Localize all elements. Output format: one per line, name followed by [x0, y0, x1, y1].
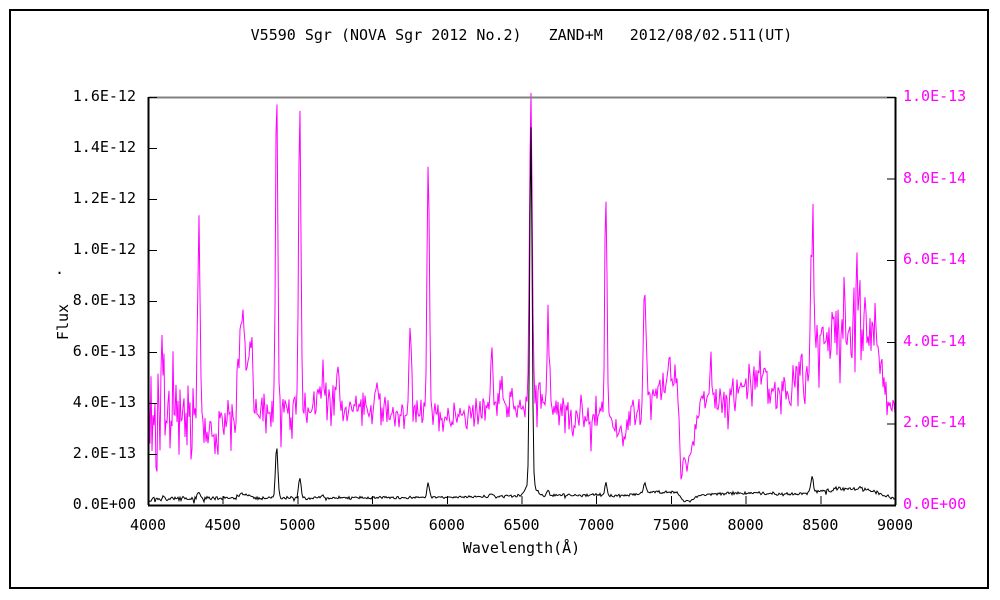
left-axis-tick-label: 1.2E-12 [72, 189, 136, 207]
x-axis-tick-label: 8500 [802, 516, 839, 534]
x-axis-tick-label: 7000 [578, 516, 615, 534]
right-axis-tick-label: 1.0E-13 [903, 87, 967, 105]
left-axis-tick-label: 2.0E-13 [72, 444, 136, 462]
y-axis-title: Flux [54, 303, 72, 341]
y-axis-title-dot: . [55, 260, 65, 278]
left-axis-tick-label: 1.0E-12 [72, 240, 136, 258]
left-axis-tick-label: 1.4E-12 [72, 138, 136, 156]
x-axis-tick-label: 9000 [876, 516, 914, 534]
right-axis-tick-label: 6.0E-14 [903, 250, 967, 269]
chart-title: V5590 Sgr (NOVA Sgr 2012 No.2) ZAND+M 20… [148, 26, 895, 44]
chart-title-object: V5590 Sgr (NOVA Sgr 2012 No.2) [250, 26, 522, 44]
right-axis-tick-label: 2.0E-14 [903, 413, 967, 432]
chart-title-instrument: ZAND+M [548, 26, 603, 44]
x-axis-title: Wavelength(Å) [462, 539, 581, 557]
x-axis-tick-label: 5500 [354, 516, 391, 534]
chart-title-date: 2012/08/02.511(UT) [629, 26, 793, 44]
right-axis-tick-label: 0.0E+00 [903, 495, 967, 513]
left-axis-tick-label: 0.0E+00 [72, 495, 136, 513]
x-axis-tick-label: 6000 [428, 516, 465, 534]
left-axis-tick-label: 1.6E-12 [72, 87, 136, 105]
x-axis-tick-label: 6500 [503, 516, 540, 534]
right-axis-tick-label: 4.0E-14 [903, 331, 967, 350]
left-axis-tick-label: 4.0E-13 [72, 393, 136, 411]
x-axis-tick-label: 8000 [727, 516, 764, 534]
x-axis-tick-label: 5000 [279, 516, 316, 534]
left-axis-tick-label: 8.0E-13 [72, 291, 136, 309]
left-axis-tick-label: 6.0E-13 [72, 342, 136, 360]
x-axis-tick-label: 4000 [129, 516, 167, 534]
x-axis-tick-label: 7500 [652, 516, 689, 534]
spectrum-black-left-scale [147, 127, 896, 504]
spectrum-magenta-right-scale [147, 92, 896, 480]
x-axis-tick-label: 4500 [204, 516, 241, 534]
right-axis-tick-label: 8.0E-14 [903, 168, 967, 187]
